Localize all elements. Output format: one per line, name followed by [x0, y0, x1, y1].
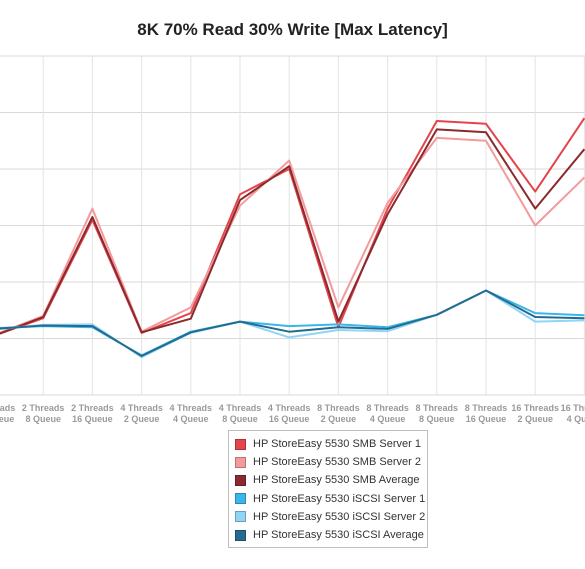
- chart-title: 8K 70% Read 30% Write [Max Latency]: [137, 20, 448, 39]
- x-tick-label: 2 Threads 8 Queue: [22, 403, 65, 424]
- legend-label: HP StoreEasy 5530 SMB Server 2: [253, 456, 421, 469]
- legend-swatch: [235, 438, 246, 450]
- legend-swatch: [235, 529, 246, 541]
- x-tick-label: 8 Threads 8 Queue: [416, 403, 459, 424]
- legend-swatch: [235, 511, 246, 523]
- legend-item[interactable]: HP StoreEasy 5530 iSCSI Server 2: [235, 508, 425, 526]
- series-line: [0, 136, 585, 334]
- x-tick-label: 2 Threads 16 Queue: [71, 403, 114, 424]
- x-tick-label: 4 Threads 8 Queue: [219, 403, 262, 424]
- legend-swatch: [235, 493, 246, 505]
- x-tick-label: 16 Threads 2 Queue: [511, 403, 559, 424]
- x-tick-label: 4 Threads 16 Queue: [268, 403, 311, 424]
- x-tick-label: 8 Threads 2 Queue: [317, 403, 360, 424]
- series-line: [0, 289, 585, 359]
- legend-item[interactable]: HP StoreEasy 5530 iSCSI Server 1: [235, 490, 425, 508]
- series-line: [0, 289, 585, 357]
- chart-legend: HP StoreEasy 5530 SMB Server 1 HP StoreEa…: [228, 430, 428, 548]
- x-tick-label: 4 Threads 4 Queue: [170, 403, 213, 424]
- legend-label: HP StoreEasy 5530 SMB Server 1: [253, 438, 421, 451]
- legend-label: HP StoreEasy 5530 iSCSI Server 1: [253, 492, 426, 505]
- x-tick-label: 8 Threads 4 Queue: [366, 403, 409, 424]
- legend-item[interactable]: HP StoreEasy 5530 SMB Server 1: [235, 435, 421, 453]
- legend-label: HP StoreEasy 5530 iSCSI Average: [253, 529, 424, 542]
- legend-item[interactable]: HP StoreEasy 5530 iSCSI Average: [235, 526, 424, 544]
- series-line: [0, 128, 585, 335]
- x-tick-label: 8 Threads 16 Queue: [465, 403, 508, 424]
- legend-swatch: [235, 456, 246, 468]
- legend-item[interactable]: HP StoreEasy 5530 SMB Average: [235, 471, 421, 489]
- legend-item[interactable]: HP StoreEasy 5530 SMB Server 2: [235, 453, 421, 471]
- legend-swatch: [235, 474, 246, 486]
- series-line: [0, 289, 585, 357]
- legend-label: HP StoreEasy 5530 iSCSI Server 2: [253, 510, 426, 523]
- x-tick-label: 4 Threads 2 Queue: [120, 403, 163, 424]
- chart-series: [0, 117, 585, 359]
- legend-label: HP StoreEasy 5530 SMB Average: [253, 474, 420, 487]
